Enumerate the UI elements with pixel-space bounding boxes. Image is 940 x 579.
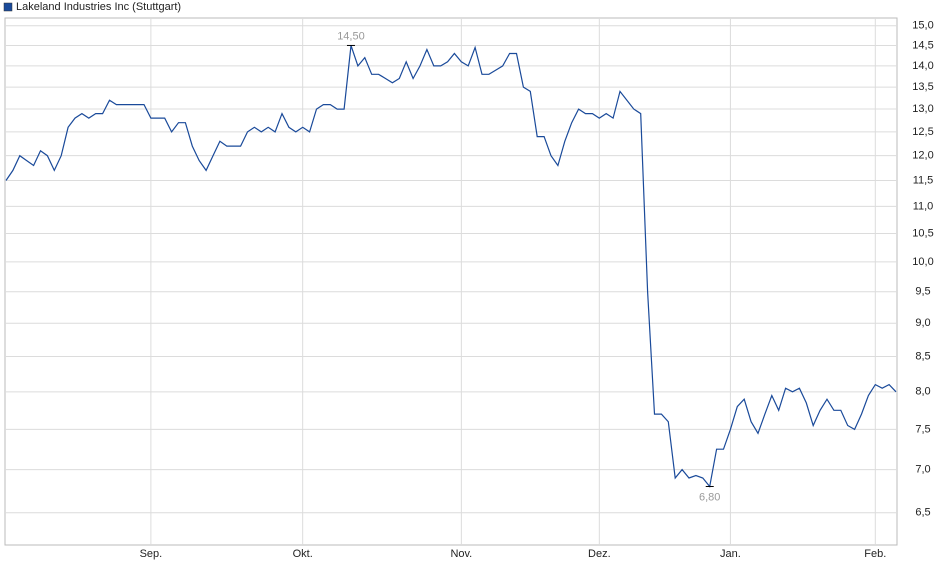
y-tick-label: 7,0 <box>915 464 930 476</box>
legend-swatch <box>3 2 13 12</box>
y-tick-label: 8,5 <box>915 350 930 362</box>
annotation-label: 14,50 <box>337 30 365 42</box>
y-tick-label: 13,0 <box>912 103 933 115</box>
y-tick-label: 13,5 <box>912 81 933 93</box>
y-tick-label: 10,5 <box>912 227 933 239</box>
y-tick-label: 11,0 <box>913 200 934 212</box>
price-line <box>5 45 897 488</box>
y-tick-label: 6,5 <box>915 507 930 519</box>
x-tick-label: Sep. <box>140 548 163 560</box>
x-tick-label: Okt. <box>293 548 313 560</box>
y-tick-label: 12,5 <box>912 126 933 138</box>
y-tick-label: 8,0 <box>915 386 930 398</box>
y-tick-label: 11,5 <box>913 174 934 186</box>
annotation-label: 6,80 <box>699 491 720 503</box>
y-tick-label: 14,0 <box>912 60 933 72</box>
x-tick-label: Feb. <box>864 548 886 560</box>
y-tick-label: 10,0 <box>912 256 933 268</box>
x-tick-label: Dez. <box>588 548 611 560</box>
legend-label: Lakeland Industries Inc (Stuttgart) <box>16 1 181 13</box>
x-tick-label: Jan. <box>720 548 741 560</box>
x-tick-label: Nov. <box>450 548 472 560</box>
y-tick-label: 9,0 <box>915 317 930 329</box>
plot-frame <box>4 17 898 546</box>
y-tick-label: 15,0 <box>912 20 933 32</box>
y-tick-label: 9,5 <box>915 286 930 298</box>
y-tick-label: 12,0 <box>912 150 933 162</box>
y-tick-label: 7,5 <box>915 423 930 435</box>
y-tick-label: 14,5 <box>912 39 933 51</box>
